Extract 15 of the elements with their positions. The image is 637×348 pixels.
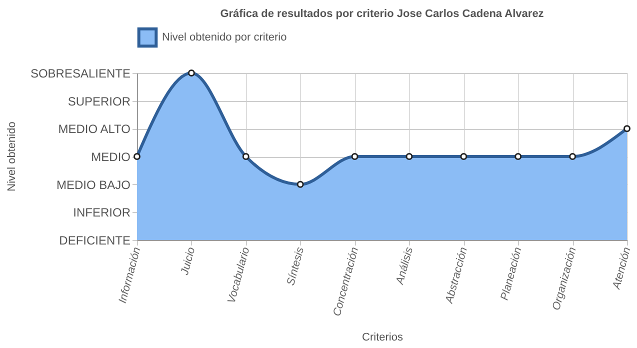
x-tick-label: Análisis (394, 245, 416, 287)
chart-title: Gráfica de resultados por criterio Jose Carlos Cadena Alvarez (220, 8, 544, 20)
category-label: INFERIOR (73, 206, 130, 220)
category-label: MEDIO (91, 150, 130, 164)
category-label: MEDIO ALTO (58, 122, 130, 136)
legend-label: Nivel obtenido por criterio (162, 32, 287, 44)
x-tick-label: Atención (610, 246, 634, 292)
x-tick-label: Síntesis (284, 245, 307, 287)
x-tick-label: Juicio (178, 246, 198, 278)
category-label: SOBRESALIENTE (30, 66, 130, 80)
category-label: MEDIO BAJO (56, 178, 130, 192)
text: Nivel obtenido (6, 122, 18, 192)
category-label: DEFICIENTE (59, 234, 130, 248)
x-axis-title: Criterios (362, 331, 404, 344)
category-label: SUPERIOR (68, 94, 130, 108)
